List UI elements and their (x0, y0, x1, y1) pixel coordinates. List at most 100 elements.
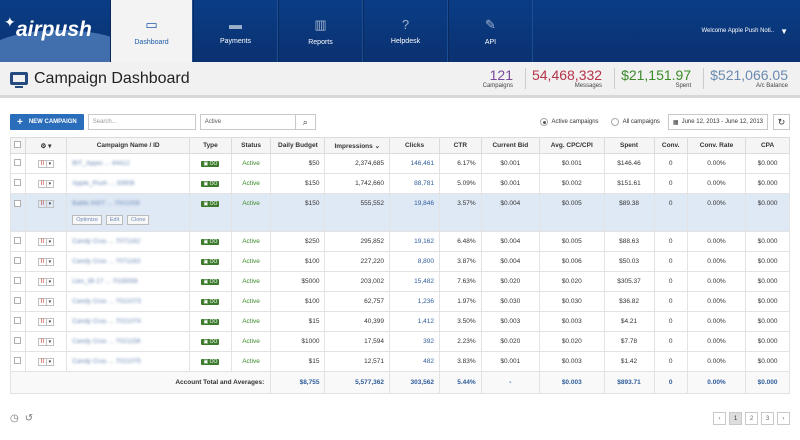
tab-helpdesk[interactable]: ? Helpdesk (363, 0, 448, 62)
date-range-picker[interactable]: ▦ June 12, 2013 - June 12, 2013 (667, 114, 768, 130)
edit-button[interactable]: Edit (105, 215, 124, 225)
cell-ctr: 3.87% (439, 251, 482, 272)
table-row[interactable]: II ▾ Apple_Push ... 33908 ▣ OO Active $150 1… (10, 173, 790, 194)
tab-api[interactable]: ✎ API (448, 0, 533, 62)
pause-icon[interactable]: II (37, 237, 47, 246)
total-cpc: $0.003 (538, 371, 605, 394)
optimize-button[interactable]: Optimize (72, 215, 102, 225)
tab-reports[interactable]: ▥ Reports (278, 0, 363, 62)
table-row[interactable]: II ▾ Candy Crus ... 7071162 ▣ OO Active $25… (10, 231, 790, 252)
campaign-name[interactable]: Battle INST ... 7001008 (72, 200, 140, 207)
table-row[interactable]: II ▾ Candy Crus ... 7021158 ▣ OO Active $10… (10, 331, 790, 352)
col-spent[interactable]: Spent (603, 137, 655, 154)
campaign-name[interactable]: Candy Crus ... 7021158 (66, 331, 191, 352)
table-row[interactable]: II ▾ Lies_IB-17 ... 7028058 ▣ OO Active $50… (10, 271, 790, 292)
new-campaign-button[interactable]: + NEW CAMPAIGN (10, 114, 84, 130)
col-conv[interactable]: Conv. (653, 137, 688, 154)
col-current-bid[interactable]: Current Bid (480, 137, 540, 154)
clock-icon[interactable]: ◷ (10, 413, 19, 424)
table-row[interactable]: II ▾ Candy Crus ... 7021073 ▣ OO Active $10… (10, 291, 790, 312)
clone-button[interactable]: Clone (127, 215, 150, 225)
campaign-name[interactable]: Candy Crus ... 7071162 (66, 231, 191, 252)
chevron-down-icon[interactable]: ▾ (46, 257, 54, 266)
table-row[interactable]: II ▾ BIT_Appio ... 44412 ▣ OO Active $50 2,3… (10, 153, 790, 174)
chevron-down-icon[interactable]: ▾ (46, 357, 54, 366)
page-2-button[interactable]: 2 (745, 412, 758, 425)
chevron-down-icon[interactable]: ▾ (46, 337, 54, 346)
col-daily-budget[interactable]: Daily Budget (270, 137, 326, 154)
col-avg-cpc[interactable]: Avg. CPC/CPI (538, 137, 605, 154)
cell-status: Active (230, 173, 272, 194)
row-checkbox[interactable] (10, 311, 26, 332)
col-campaign-name[interactable]: Campaign Name / ID (66, 137, 191, 154)
cell-cpc: $0.003 (538, 351, 605, 372)
campaign-name[interactable]: BIT_Appio ... 44412 (66, 153, 191, 174)
tab-dashboard[interactable]: ▭ Dashboard (110, 0, 193, 62)
pause-icon[interactable]: II (37, 297, 47, 306)
user-menu[interactable]: Welcome Apple Push Noti.. ▼ (701, 26, 788, 36)
search-button[interactable]: ⌕ (295, 114, 316, 130)
chevron-down-icon[interactable]: ▾ (46, 297, 54, 306)
campaign-name[interactable]: Apple_Push ... 33908 (66, 173, 191, 194)
next-page-button[interactable]: › (777, 412, 790, 425)
row-checkbox[interactable] (10, 291, 26, 312)
col-impressions[interactable]: Impressions ⌄ (324, 137, 391, 154)
pause-icon[interactable]: II (37, 257, 47, 266)
col-type[interactable]: Type (189, 137, 232, 154)
history-icon[interactable]: ↺ (24, 413, 34, 424)
cell-ctr: 3.57% (439, 193, 482, 232)
row-checkbox[interactable] (10, 351, 26, 372)
cell-spent: $4.21 (603, 311, 655, 332)
col-conv-rate[interactable]: Conv. Rate (686, 137, 747, 154)
row-checkbox[interactable] (10, 193, 26, 232)
row-checkbox[interactable] (10, 153, 26, 174)
chevron-down-icon[interactable]: ▾ (46, 317, 54, 326)
refresh-button[interactable]: ↻ (773, 114, 790, 130)
status-filter-input[interactable]: Active (199, 114, 296, 130)
settings-header[interactable]: ⚙ ▾ (24, 137, 68, 154)
row-checkbox[interactable] (10, 231, 26, 252)
col-clicks[interactable]: Clicks (389, 137, 441, 154)
cell-impressions: 12,571 (324, 351, 391, 372)
prev-page-button[interactable]: ‹ (713, 412, 726, 425)
pause-icon[interactable]: II (37, 337, 47, 346)
chevron-down-icon[interactable]: ▾ (46, 277, 54, 286)
cell-cpa: $0.000 (745, 231, 790, 252)
table-row[interactable]: II ▾ Candy Crus ... 7021075 ▣ OO Active $15… (10, 351, 790, 372)
page-3-button[interactable]: 3 (761, 412, 774, 425)
campaign-name[interactable]: Candy Crus ... 7071163 (66, 251, 191, 272)
radio-all-campaigns[interactable]: All campaigns (610, 118, 660, 126)
table-row[interactable]: II ▾ Candy Crus ... 7021074 ▣ OO Active $15… (10, 311, 790, 332)
campaign-name[interactable]: Candy Crus ... 7021074 (66, 311, 191, 332)
table-row[interactable]: II ▾ Battle INST ... 7001008 Optimize Edi… (10, 193, 790, 232)
pause-icon[interactable]: II (37, 179, 47, 188)
pause-icon[interactable]: II (37, 200, 47, 208)
col-cpa[interactable]: CPA (745, 137, 790, 154)
chevron-down-icon[interactable]: ▾ (46, 200, 54, 208)
pause-icon[interactable]: II (37, 277, 47, 286)
select-all-checkbox[interactable] (10, 137, 26, 154)
campaign-name[interactable]: Lies_IB-17 ... 7028058 (66, 271, 191, 292)
campaign-name[interactable]: Candy Crus ... 7021073 (66, 291, 191, 312)
pause-icon[interactable]: II (37, 357, 47, 366)
airpush-logo[interactable]: ✦ airpush (0, 0, 110, 62)
col-ctr[interactable]: CTR (439, 137, 482, 154)
chevron-down-icon[interactable]: ▾ (46, 179, 54, 188)
pause-icon[interactable]: II (37, 317, 47, 326)
radio-active-campaigns[interactable]: Active campaigns (539, 118, 599, 126)
row-checkbox[interactable] (10, 251, 26, 272)
chevron-down-icon[interactable]: ▾ (46, 159, 54, 168)
col-status[interactable]: Status (230, 137, 272, 154)
cell-bid: $0.004 (480, 193, 540, 232)
row-checkbox[interactable] (10, 331, 26, 352)
tab-payments[interactable]: ▬ Payments (193, 0, 278, 62)
cell-cpa: $0.000 (745, 291, 790, 312)
chevron-down-icon[interactable]: ▾ (46, 237, 54, 246)
page-1-button[interactable]: 1 (729, 412, 742, 425)
search-input[interactable]: Search... (87, 114, 196, 130)
row-checkbox[interactable] (10, 173, 26, 194)
campaign-name[interactable]: Candy Crus ... 7021075 (66, 351, 191, 372)
table-row[interactable]: II ▾ Candy Crus ... 7071163 ▣ OO Active $10… (10, 251, 790, 272)
row-checkbox[interactable] (10, 271, 26, 292)
pause-icon[interactable]: II (37, 159, 47, 168)
